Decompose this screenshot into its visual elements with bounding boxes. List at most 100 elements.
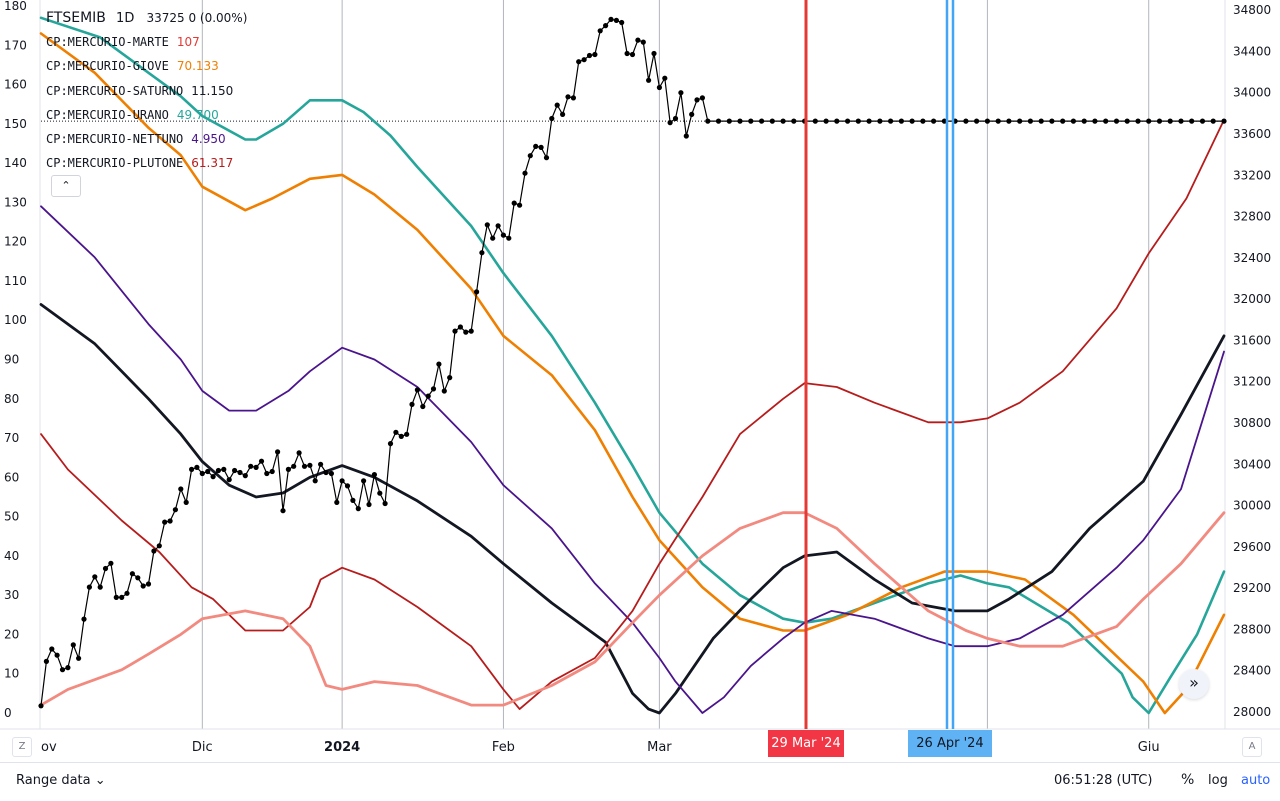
y-left-tick-label: 150 <box>4 117 27 131</box>
y-right-tick-label: 29200 <box>1233 581 1271 595</box>
y-left-tick-label: 120 <box>4 235 27 249</box>
price-point <box>651 50 657 57</box>
price-point <box>963 118 969 124</box>
price-point <box>59 667 66 673</box>
price-point <box>43 658 50 665</box>
price-point <box>334 499 340 505</box>
price-point <box>1092 118 1098 124</box>
price-point <box>97 584 103 590</box>
price-point <box>151 548 157 554</box>
price-point <box>76 655 82 661</box>
price-point <box>726 118 732 124</box>
price-point <box>1221 118 1227 124</box>
price-point <box>1189 118 1195 124</box>
timeframe[interactable]: 1D <box>116 11 135 26</box>
price-point <box>554 102 560 108</box>
bottom-toolbar: Range data ⌄ 06:51:28 (UTC) % log auto <box>0 762 1280 801</box>
price-point <box>517 202 523 208</box>
price-point <box>1027 118 1033 124</box>
price-point <box>312 478 318 484</box>
price-point <box>113 594 119 601</box>
x-tick-label: Dic <box>192 740 213 755</box>
price-point <box>398 433 404 439</box>
y-left-tick-label: 0 <box>4 706 12 720</box>
price-point <box>430 386 437 392</box>
y-right-tick-label: 29600 <box>1233 540 1271 554</box>
price-point <box>855 118 861 124</box>
price-point <box>232 467 238 474</box>
range-data-dropdown[interactable]: Range data ⌄ <box>16 773 106 788</box>
y-left-tick-label: 60 <box>4 470 19 484</box>
price-point <box>296 450 302 456</box>
price-point <box>355 506 361 512</box>
chevron-down-icon: ⌄ <box>94 773 106 788</box>
price-point <box>500 232 506 238</box>
price-point <box>694 97 700 103</box>
zoom-corner-button[interactable]: Z <box>12 737 32 757</box>
legend-series-row[interactable]: CP:MERCURIO-NETTUNO 4.950 <box>46 127 247 151</box>
y-right-tick-label: 31600 <box>1233 333 1271 347</box>
series-layer <box>38 16 1227 715</box>
price-point <box>387 441 394 447</box>
price-point <box>678 90 684 96</box>
price-point <box>715 118 722 124</box>
y-left-tick-label: 170 <box>4 38 27 52</box>
price-point <box>565 94 571 100</box>
auto-toggle[interactable]: auto <box>1241 773 1271 788</box>
series-label: CP:MERCURIO-NETTUNO <box>46 132 184 147</box>
price-point <box>909 118 915 124</box>
price-point <box>414 387 420 393</box>
price-point <box>506 235 512 241</box>
series-value: 49.700 <box>176 107 219 122</box>
price-point <box>436 361 442 367</box>
price-point <box>586 52 593 59</box>
price-point <box>533 143 539 149</box>
price-point <box>409 401 415 407</box>
price-point <box>86 584 92 590</box>
utc-clock[interactable]: 06:51:28 (UTC) <box>1054 773 1153 788</box>
price-point <box>318 461 324 467</box>
date-markers[interactable] <box>804 0 955 729</box>
price-point <box>603 23 609 29</box>
price-point <box>737 118 743 124</box>
legend-symbol-row[interactable]: FTSEMIB 1D 33725 0 (0.00%) <box>46 6 247 30</box>
price-point <box>1199 118 1206 124</box>
left-y-axis[interactable]: 0 10 20 30 40 50 60 70 80 90 100 110 120 130 140 150 160… <box>4 0 27 720</box>
scroll-to-realtime-button[interactable]: » <box>1179 669 1209 699</box>
price-point <box>527 153 533 159</box>
log-toggle[interactable]: log <box>1208 773 1228 788</box>
price-point <box>441 388 447 394</box>
price-point <box>995 118 1001 124</box>
price-point <box>667 120 673 126</box>
right-y-axis[interactable]: 28000 28400 28800 29200 29600 30000 30400 30800… <box>1233 3 1271 719</box>
series-label: CP:MERCURIO-SATURNO <box>46 83 184 98</box>
legend-series-row[interactable]: CP:MERCURIO-SATURNO 11.150 <box>46 79 247 103</box>
price-point <box>226 477 232 483</box>
price-point <box>323 469 329 476</box>
price-point <box>646 77 652 83</box>
legend-series-row[interactable]: CP:MERCURIO-MARTE 107 <box>46 30 247 54</box>
price-point <box>425 393 431 399</box>
x-tick-label: Giu <box>1138 740 1160 755</box>
percent-toggle[interactable]: % <box>1181 772 1195 788</box>
range-label: Range data <box>16 773 91 788</box>
price-point <box>65 665 71 671</box>
symbol-name[interactable]: FTSEMIB <box>46 10 106 26</box>
y-left-tick-label: 90 <box>4 353 19 367</box>
y-left-tick-label: 180 <box>4 0 27 13</box>
auto-scale-corner-button[interactable]: A <box>1242 737 1262 757</box>
y-right-tick-label: 30000 <box>1233 499 1271 513</box>
price-point <box>350 497 356 503</box>
price-point <box>275 449 281 455</box>
price-point <box>984 118 991 124</box>
series-line <box>40 119 1225 710</box>
price-point <box>1017 118 1023 124</box>
legend-collapse-button[interactable]: ⌃ <box>51 175 81 197</box>
legend-series-row[interactable]: CP:MERCURIO-PLUTONE 61.317 <box>46 151 247 175</box>
legend-series-row[interactable]: CP:MERCURIO-URANO 49.700 <box>46 103 247 127</box>
series-line <box>40 205 1225 714</box>
symbol-values: 33725 0 (0.00%) <box>146 11 248 25</box>
legend-series-row[interactable]: CP:MERCURIO-GIOVE 70.133 <box>46 54 247 78</box>
price-point <box>877 118 883 124</box>
